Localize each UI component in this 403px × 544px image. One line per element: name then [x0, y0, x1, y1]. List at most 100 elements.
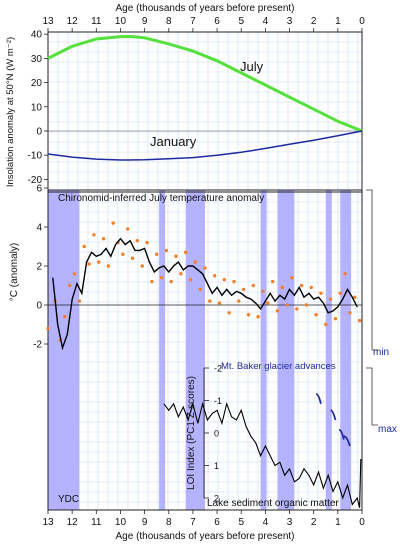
top-tick-label: 1 — [335, 16, 341, 27]
chironomid-sample-point — [338, 291, 342, 295]
insolation-frame — [47, 31, 363, 193]
chironomid-sample-point — [290, 276, 294, 280]
insolation-y-tick-label: 40 — [31, 30, 43, 41]
shaded-intervals — [48, 190, 352, 510]
bottom-axis-ticks: 13 12 11 10 9 8 7 6 5 4 3 2 1 0 — [42, 510, 365, 528]
chironomid-sample-point — [357, 318, 362, 323]
bottom-tick-label: 10 — [115, 517, 127, 528]
shaded-interval — [48, 190, 80, 510]
chironomid-sample-point — [150, 279, 154, 284]
chironomid-sample-point — [188, 277, 193, 282]
top-tick-label: 0 — [359, 16, 365, 27]
chironomid-sample-point — [121, 252, 125, 256]
chironomid-y-tick-label: 0 — [36, 301, 42, 312]
shaded-interval — [260, 190, 267, 510]
chironomid-sample-point — [217, 301, 222, 305]
january-series-line — [47, 130, 363, 161]
chironomid-sample-point — [126, 227, 130, 231]
chironomid-sample-point — [304, 303, 309, 307]
insolation-y-tick-label: -10 — [28, 151, 43, 162]
chironomid-sample-point — [280, 285, 284, 290]
loi-y-ticks: -2 -1 0 1 2 — [203, 364, 222, 504]
bottom-tick-label: 1 — [335, 517, 341, 528]
insolation-y-tick-label: -20 — [28, 175, 43, 186]
chironomid-sample-point — [266, 301, 270, 305]
top-tick-label: 5 — [238, 16, 244, 27]
chironomid-sample-point — [87, 262, 91, 266]
loi-series-line — [163, 401, 362, 508]
chironomid-smoothed-line — [52, 237, 358, 351]
chironomid-sample-point — [203, 266, 207, 270]
chironomid-sample-point — [68, 283, 72, 288]
chironomid-sample-point — [106, 264, 111, 268]
chironomid-sample-point — [82, 244, 86, 249]
glacier-advance-mark — [330, 409, 337, 421]
glacier-advance-mark — [315, 393, 322, 404]
ydc-label: YDC — [58, 494, 79, 505]
top-axis-title: Age (thousands of years before present) — [116, 3, 295, 14]
top-tick-label: 12 — [67, 16, 79, 27]
top-tick-label: 13 — [42, 16, 54, 27]
chironomid-sample-point — [140, 264, 144, 268]
bottom-tick-label: 8 — [166, 517, 172, 528]
top-tick-label: 9 — [142, 16, 148, 27]
glacier-advance-marks — [315, 393, 351, 447]
chironomid-sample-point — [169, 279, 173, 284]
july-series-line — [47, 35, 363, 133]
insolation-y-tick-label: 30 — [31, 54, 43, 65]
chironomid-sample-point — [241, 287, 246, 292]
loi-y-tick-label: 1 — [214, 461, 219, 471]
loi-y-tick-label: 0 — [214, 429, 219, 439]
chironomid-y-tick-label: 4 — [36, 223, 42, 234]
top-tick-label: 8 — [166, 16, 172, 27]
chironomid-sample-point — [154, 252, 159, 256]
chironomid-sample-point — [237, 299, 241, 303]
chironomid-sample-point — [159, 276, 164, 280]
bottom-tick-label: 5 — [238, 517, 244, 528]
chironomid-sample-point — [135, 238, 140, 243]
bottom-tick-label: 9 — [142, 517, 148, 528]
insolation-y-ticks: 40 30 20 10 0 -10 -20 — [28, 30, 48, 186]
chironomid-sample-point — [130, 256, 135, 260]
july-label: July — [240, 59, 264, 74]
bottom-tick-label: 12 — [67, 517, 79, 528]
shaded-interval — [325, 190, 332, 510]
chironomid-sample-point — [246, 313, 251, 317]
chironomid-sample-point — [328, 297, 333, 301]
insolation-y-tick-label: 0 — [36, 127, 42, 138]
chironomid-sample-point — [299, 283, 304, 288]
top-tick-label: 2 — [311, 16, 317, 27]
bottom-tick-label: 3 — [287, 517, 293, 528]
insolation-y-tick-label: 10 — [31, 102, 43, 113]
right-bracket — [366, 189, 378, 426]
top-tick-label: 10 — [115, 16, 127, 27]
bottom-tick-label: 11 — [91, 517, 102, 528]
january-label: January — [150, 134, 197, 149]
glacier-label: Mt. Baker glacier advances — [221, 361, 336, 372]
top-tick-label: 11 — [91, 16, 102, 27]
insolation-y-tick-label: 20 — [31, 78, 43, 89]
chironomid-sample-point — [164, 248, 169, 253]
shaded-interval — [185, 190, 205, 510]
chironomid-sample-point — [333, 316, 338, 321]
chironomid-sample-point — [208, 299, 212, 303]
loi-y-tick-label: -1 — [214, 396, 222, 406]
bottom-tick-label: 6 — [214, 517, 220, 528]
chironomid-y-ticks: 6 4 2 0 -2 — [33, 184, 48, 351]
chironomid-sample-point — [285, 303, 289, 307]
chironomid-sample-point — [97, 260, 101, 264]
bottom-tick-label: 13 — [42, 517, 54, 528]
shaded-interval — [340, 190, 352, 510]
chironomid-title: Chironomid-inferred July temperature ano… — [58, 193, 264, 204]
chironomid-sample-point — [270, 279, 275, 284]
max-label: max — [378, 424, 397, 435]
chironomid-sample-point — [256, 315, 260, 319]
chironomid-sample-point — [348, 311, 352, 315]
bottom-tick-label: 7 — [190, 517, 196, 528]
chironomid-sample-point — [314, 313, 318, 317]
chironomid-sample-point — [46, 326, 50, 331]
chironomid-sample-point — [232, 279, 236, 284]
chironomid-sample-point — [353, 295, 357, 299]
chironomid-sample-point — [145, 240, 149, 245]
loi-y-tick-label: 2 — [214, 494, 219, 504]
